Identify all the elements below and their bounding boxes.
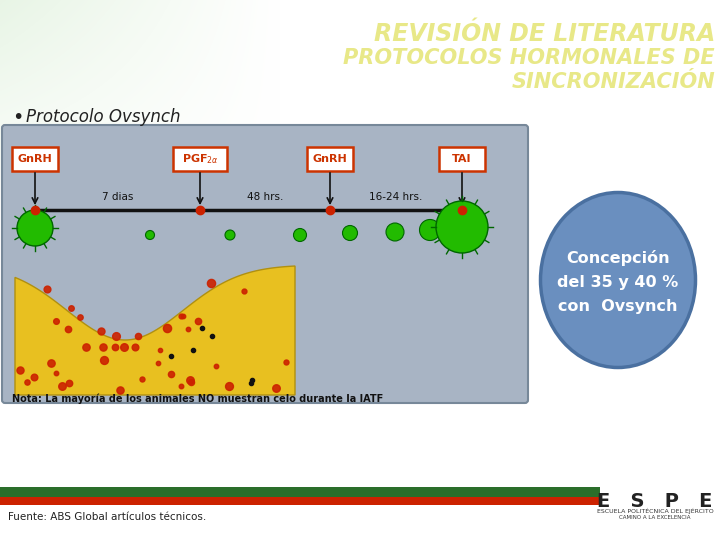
Text: Protocolo Ovsynch: Protocolo Ovsynch (26, 108, 181, 126)
Bar (0, 487, 600, 497)
Text: 7 dias: 7 dias (102, 192, 133, 202)
Text: ESCUELA POLITÉCNICA DEL EJÉRCITO: ESCUELA POLITÉCNICA DEL EJÉRCITO (597, 508, 714, 514)
Text: SINCRONIZACIÓN: SINCRONIZACIÓN (511, 72, 715, 92)
FancyBboxPatch shape (2, 125, 528, 403)
FancyBboxPatch shape (12, 147, 58, 171)
Text: TAI: TAI (452, 154, 472, 164)
Circle shape (294, 228, 307, 241)
Circle shape (225, 230, 235, 240)
Text: Nota: La mayoría de los animales NO muestran celo durante la IATF: Nota: La mayoría de los animales NO mues… (12, 393, 383, 403)
Text: 48 hrs.: 48 hrs. (247, 192, 283, 202)
Circle shape (436, 201, 488, 253)
Circle shape (386, 223, 404, 241)
Text: CAMINO A LA EXCELENCIA: CAMINO A LA EXCELENCIA (619, 515, 690, 520)
Text: REVISIÓN DE LITERATURA: REVISIÓN DE LITERATURA (374, 22, 715, 46)
Text: con  Ovsynch: con Ovsynch (558, 299, 678, 314)
Text: •: • (12, 108, 23, 127)
Circle shape (420, 219, 441, 240)
Text: GnRH: GnRH (17, 154, 53, 164)
Text: del 35 y 40 %: del 35 y 40 % (557, 274, 679, 289)
Text: PROTOCOLOS HORMONALES DE: PROTOCOLOS HORMONALES DE (343, 48, 715, 68)
Text: GnRH: GnRH (312, 154, 347, 164)
Bar (0, 497, 600, 505)
Text: Concepción: Concepción (566, 250, 670, 266)
FancyBboxPatch shape (173, 147, 227, 171)
Text: 16-24 hrs.: 16-24 hrs. (369, 192, 423, 202)
Text: PGF$_{2\alpha}$: PGF$_{2\alpha}$ (181, 152, 218, 166)
Circle shape (17, 210, 53, 246)
FancyBboxPatch shape (439, 147, 485, 171)
Text: E   S   P   E: E S P E (598, 492, 713, 511)
FancyBboxPatch shape (307, 147, 353, 171)
Circle shape (145, 231, 155, 240)
Ellipse shape (541, 192, 696, 368)
Circle shape (343, 226, 358, 240)
Polygon shape (15, 266, 295, 395)
Text: Fuente: ABS Global artículos técnicos.: Fuente: ABS Global artículos técnicos. (8, 512, 206, 522)
